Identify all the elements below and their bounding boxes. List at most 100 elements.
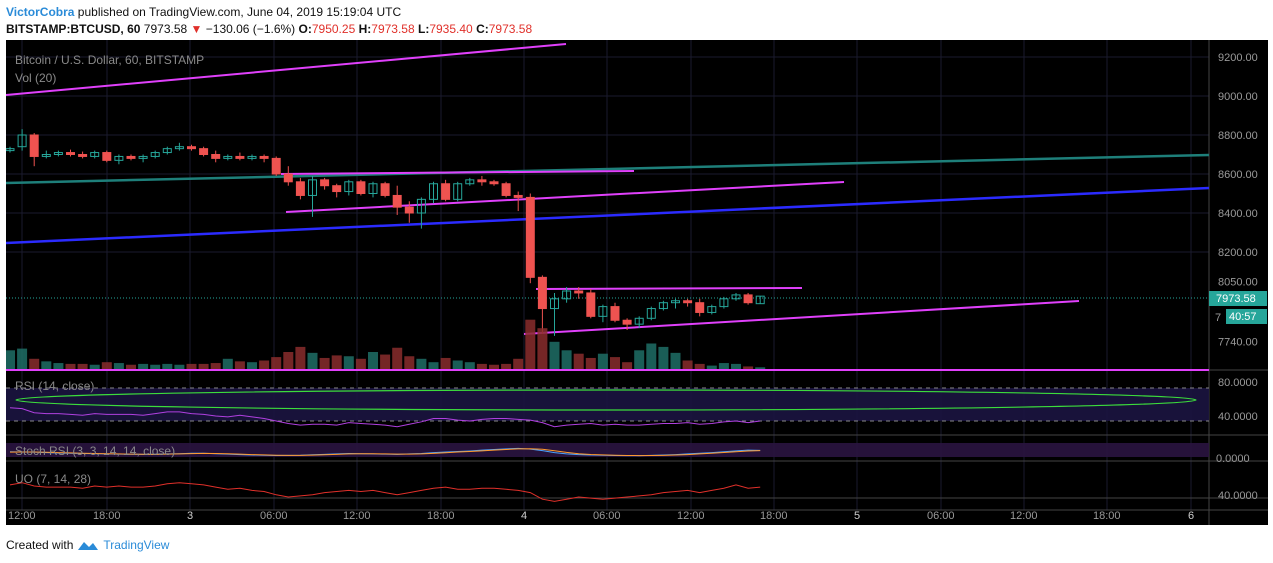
trend-line — [523, 300, 1080, 335]
volume-bar — [101, 362, 112, 369]
stoch-axis-label: 0.0000 — [1216, 453, 1250, 465]
trend-line — [6, 153, 1210, 185]
uo-axis-label: 40.0000 — [1218, 490, 1258, 502]
chart-header: VictorCobra published on TradingView.com… — [0, 0, 1273, 40]
volume-bar — [6, 350, 15, 369]
candle-body — [211, 154, 221, 159]
candle-body — [598, 306, 608, 317]
volume-bar — [597, 353, 608, 369]
candle-body — [283, 173, 293, 183]
candle-body — [719, 298, 729, 308]
volume-bar — [561, 350, 572, 369]
volume-bar — [247, 362, 257, 369]
time-axis-label: 18:00 — [760, 510, 788, 522]
volume-bar — [622, 362, 633, 369]
chart-area[interactable]: 9200.00 9000.00 8800.00 8600.00 8400.00 8200.… — [6, 40, 1268, 525]
volume-bar — [634, 350, 645, 369]
price-axis-label: 8200.00 — [1218, 247, 1258, 259]
trend-line — [6, 43, 567, 96]
candle-body — [453, 183, 463, 200]
legend-uo: UO (7, 14, 28) — [15, 472, 92, 486]
volume-bar — [610, 357, 620, 369]
volume-bar — [210, 363, 221, 369]
time-axis-label: 12:00 — [343, 510, 371, 522]
volume-bar — [670, 352, 681, 369]
close-value: 7973.58 — [488, 22, 533, 36]
candle-body — [114, 155, 124, 161]
candle-body — [392, 194, 402, 208]
legend-title: Bitcoin / U.S. Dollar, 60, BITSTAMP — [15, 53, 205, 67]
high-label: H: — [358, 22, 372, 36]
candle-body — [671, 300, 680, 304]
volume-bar — [29, 358, 40, 369]
candle-body — [138, 155, 148, 159]
tradingview-link[interactable]: TradingView — [103, 538, 170, 552]
volume-bar — [694, 363, 705, 369]
trend-line — [535, 287, 803, 290]
volume-bar — [537, 328, 548, 369]
candle-body — [17, 134, 27, 148]
down-arrow-icon: ▼ — [190, 22, 203, 36]
publish-text: published on TradingView.com, June 04, 2… — [74, 5, 402, 19]
candle-body — [332, 185, 342, 193]
candle-body — [610, 306, 620, 321]
high-value: 7973.58 — [371, 22, 415, 36]
rsi-drawing-ellipse — [15, 389, 1197, 411]
open-label: O: — [298, 22, 312, 36]
candle-body — [235, 155, 245, 159]
candle-body — [150, 152, 160, 157]
stoch-d-line — [9, 448, 761, 457]
volume-bar — [319, 357, 330, 369]
candle-body — [743, 294, 753, 304]
candle-body — [380, 183, 390, 196]
candle-body — [658, 302, 668, 310]
volume-bar — [41, 361, 52, 369]
volume-bar — [585, 357, 596, 369]
time-axis-label: 12:00 — [677, 510, 705, 522]
price-axis-label: 9000.00 — [1218, 91, 1258, 103]
candle-body — [308, 179, 317, 196]
volume-bar — [113, 363, 124, 369]
countdown-tag: 40:57 — [1229, 311, 1257, 323]
open-value: 7950.25 — [311, 22, 356, 36]
candle-body — [66, 152, 75, 156]
candle-body — [223, 155, 233, 159]
chart-canvas[interactable]: 9200.00 9000.00 8800.00 8600.00 8400.00 8200.… — [6, 40, 1268, 525]
countdown-tag-bg — [1226, 309, 1267, 324]
candle-body — [320, 179, 330, 187]
volume-bar — [271, 357, 282, 369]
volume-bar — [658, 346, 669, 369]
low-value: 7935.40 — [429, 22, 473, 36]
time-axis-label: 5 — [854, 510, 860, 522]
time-axis-label: 18:00 — [1093, 510, 1121, 522]
volume-bar — [162, 363, 173, 369]
price-axis-label: 8050.00 — [1218, 276, 1258, 288]
legend-stoch: Stoch RSI (3, 3, 14, 14, close) — [15, 444, 176, 458]
candle-body — [344, 181, 354, 193]
time-axis-label: 3 — [187, 510, 193, 522]
candle-body — [465, 179, 475, 185]
uo-line — [9, 482, 761, 502]
volume-bar — [126, 364, 136, 369]
volume-bar — [755, 367, 766, 369]
candle-body — [513, 194, 523, 198]
last-price-tag: 7973.58 — [1216, 293, 1256, 305]
volume-bar — [186, 363, 197, 369]
candle-body — [295, 181, 305, 196]
trend-line — [285, 181, 845, 213]
volume-bar — [525, 319, 536, 369]
author-link[interactable]: VictorCobra — [6, 5, 75, 19]
candle-body — [683, 300, 693, 304]
candle-body — [525, 196, 535, 278]
time-axis-label: 18:00 — [427, 510, 455, 522]
volume-bar — [573, 353, 584, 369]
trend-line — [6, 186, 1210, 245]
candle-body — [41, 154, 51, 157]
volume-bar — [283, 352, 294, 369]
candle-body — [356, 181, 366, 195]
stoch-band — [6, 443, 1209, 457]
trend-line — [280, 170, 635, 175]
volume-bar — [174, 364, 185, 369]
time-axis-label: 6 — [1188, 510, 1194, 522]
candle-body — [429, 183, 438, 200]
